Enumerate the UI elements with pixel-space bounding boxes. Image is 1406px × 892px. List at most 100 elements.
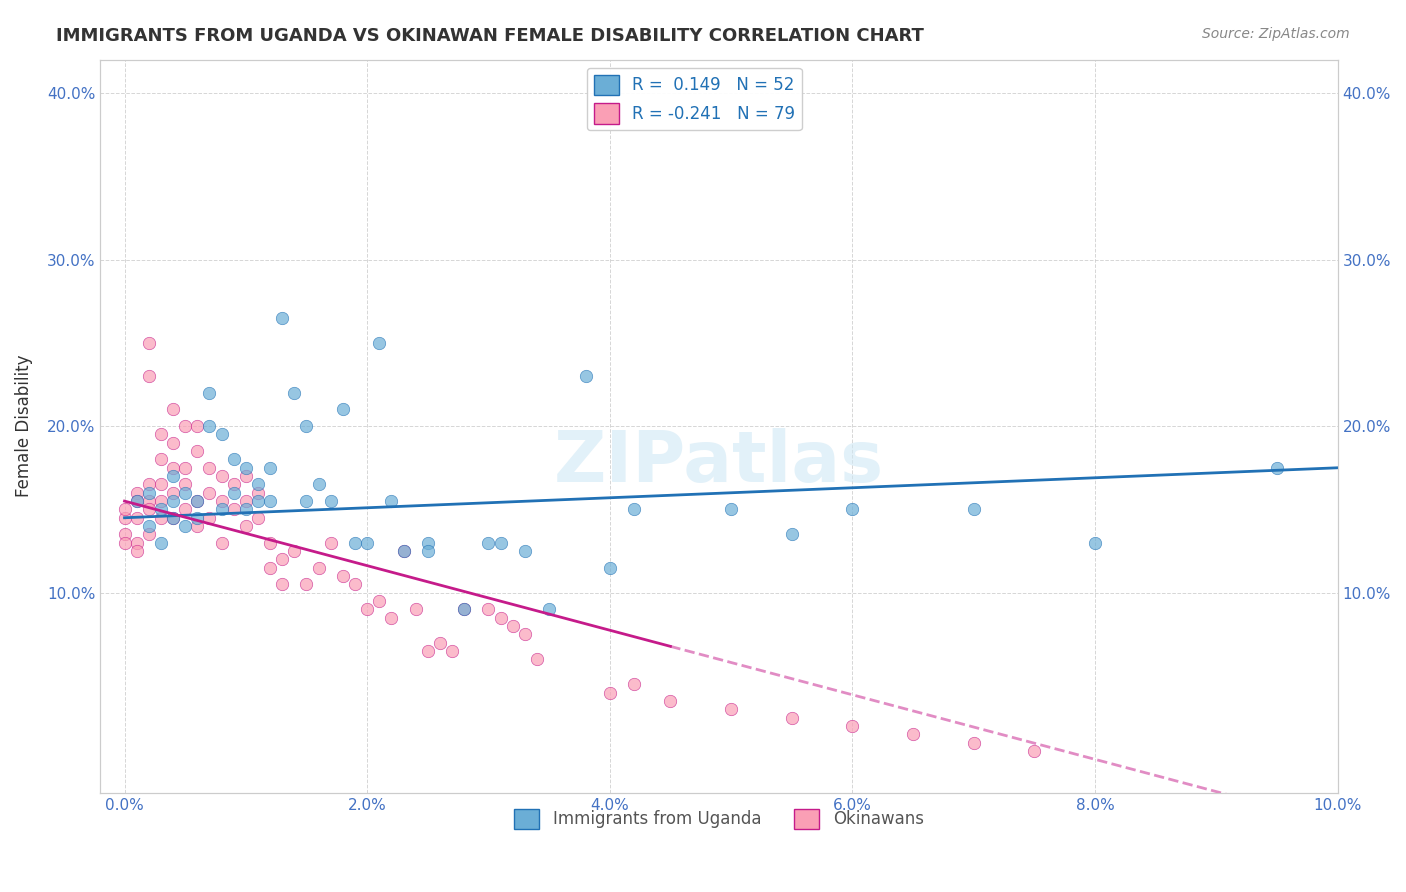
Point bbox=[392, 544, 415, 558]
Point bbox=[222, 502, 245, 516]
Point bbox=[332, 402, 354, 417]
Point bbox=[125, 485, 148, 500]
Point bbox=[138, 485, 160, 500]
Point bbox=[162, 485, 184, 500]
Point bbox=[368, 594, 391, 608]
Point bbox=[114, 535, 136, 549]
Point bbox=[405, 602, 427, 616]
Point bbox=[186, 494, 208, 508]
Point bbox=[174, 519, 197, 533]
Point bbox=[963, 736, 986, 750]
Point bbox=[319, 494, 342, 508]
Point bbox=[841, 502, 863, 516]
Point bbox=[174, 477, 197, 491]
Point bbox=[271, 577, 294, 591]
Point bbox=[453, 602, 475, 616]
Point bbox=[295, 419, 318, 434]
Point bbox=[174, 419, 197, 434]
Point bbox=[599, 560, 621, 574]
Point bbox=[502, 619, 524, 633]
Point bbox=[211, 494, 233, 508]
Text: ZIPatlas: ZIPatlas bbox=[554, 428, 884, 497]
Point bbox=[149, 427, 172, 442]
Point bbox=[780, 711, 803, 725]
Point bbox=[963, 502, 986, 516]
Point bbox=[198, 510, 221, 524]
Point bbox=[186, 444, 208, 458]
Point bbox=[392, 544, 415, 558]
Point bbox=[162, 402, 184, 417]
Point bbox=[780, 527, 803, 541]
Point bbox=[368, 335, 391, 350]
Point bbox=[295, 577, 318, 591]
Point bbox=[211, 469, 233, 483]
Point bbox=[138, 502, 160, 516]
Point bbox=[174, 502, 197, 516]
Point bbox=[416, 644, 439, 658]
Point bbox=[308, 477, 330, 491]
Point bbox=[246, 485, 269, 500]
Point bbox=[149, 535, 172, 549]
Point bbox=[149, 502, 172, 516]
Point bbox=[1024, 744, 1046, 758]
Point bbox=[574, 369, 596, 384]
Point bbox=[138, 527, 160, 541]
Point bbox=[259, 460, 281, 475]
Point bbox=[489, 611, 512, 625]
Point bbox=[198, 460, 221, 475]
Point bbox=[332, 569, 354, 583]
Point bbox=[138, 369, 160, 384]
Point bbox=[162, 469, 184, 483]
Point bbox=[138, 494, 160, 508]
Point bbox=[125, 494, 148, 508]
Point bbox=[477, 535, 499, 549]
Point bbox=[526, 652, 548, 666]
Point bbox=[513, 544, 536, 558]
Point bbox=[841, 719, 863, 733]
Point bbox=[211, 502, 233, 516]
Point bbox=[235, 460, 257, 475]
Point bbox=[198, 419, 221, 434]
Point bbox=[901, 727, 924, 741]
Text: Source: ZipAtlas.com: Source: ZipAtlas.com bbox=[1202, 27, 1350, 41]
Point bbox=[138, 519, 160, 533]
Point bbox=[477, 602, 499, 616]
Point bbox=[271, 552, 294, 566]
Point bbox=[259, 494, 281, 508]
Point bbox=[308, 560, 330, 574]
Point bbox=[235, 502, 257, 516]
Point bbox=[319, 535, 342, 549]
Point bbox=[125, 494, 148, 508]
Point bbox=[125, 544, 148, 558]
Point bbox=[659, 694, 682, 708]
Point bbox=[259, 560, 281, 574]
Point bbox=[198, 385, 221, 400]
Point bbox=[416, 535, 439, 549]
Point bbox=[235, 469, 257, 483]
Point bbox=[114, 502, 136, 516]
Point bbox=[1265, 460, 1288, 475]
Point bbox=[174, 460, 197, 475]
Point bbox=[453, 602, 475, 616]
Point bbox=[162, 510, 184, 524]
Point bbox=[125, 535, 148, 549]
Point bbox=[441, 644, 464, 658]
Point bbox=[720, 502, 742, 516]
Point bbox=[246, 477, 269, 491]
Point bbox=[222, 485, 245, 500]
Point bbox=[356, 535, 378, 549]
Point bbox=[246, 494, 269, 508]
Point bbox=[198, 485, 221, 500]
Point bbox=[149, 510, 172, 524]
Point bbox=[538, 602, 561, 616]
Point bbox=[186, 510, 208, 524]
Point bbox=[162, 460, 184, 475]
Point bbox=[186, 494, 208, 508]
Point bbox=[295, 494, 318, 508]
Point bbox=[138, 477, 160, 491]
Point bbox=[162, 510, 184, 524]
Point bbox=[235, 494, 257, 508]
Point bbox=[623, 502, 645, 516]
Point bbox=[271, 310, 294, 325]
Point bbox=[599, 686, 621, 700]
